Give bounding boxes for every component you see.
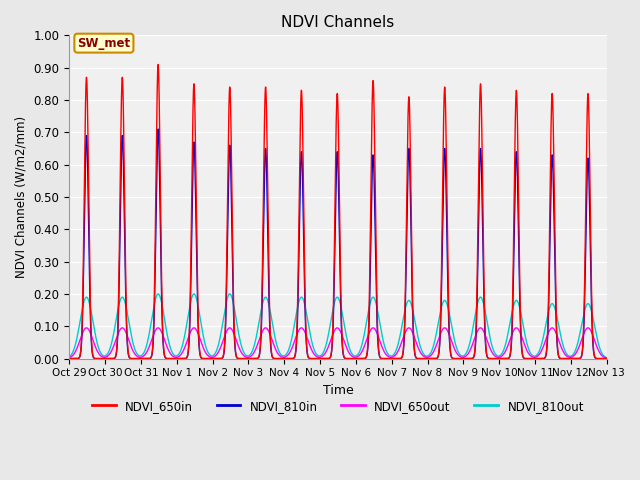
NDVI_650out xyxy=(574,346,582,352)
NDVI_650in xyxy=(68,356,76,361)
NDVI_810in xyxy=(68,356,76,361)
NDVI_810out xyxy=(88,311,95,316)
NDVI_650in xyxy=(328,342,336,348)
NDVI_810in xyxy=(97,356,105,361)
X-axis label: Time: Time xyxy=(323,384,353,397)
NDVI_810in xyxy=(88,342,95,348)
Line: NDVI_650out: NDVI_650out xyxy=(69,328,607,358)
NDVI_810in xyxy=(574,356,582,361)
Y-axis label: NDVI Channels (W/m2/mm): NDVI Channels (W/m2/mm) xyxy=(15,116,28,278)
NDVI_650out xyxy=(603,355,611,361)
NDVI_810out xyxy=(171,352,179,358)
NDVI_650out xyxy=(171,354,179,360)
NDVI_650in xyxy=(65,356,73,361)
NDVI_810out xyxy=(68,351,76,357)
Legend: NDVI_650in, NDVI_810in, NDVI_650out, NDVI_810out: NDVI_650in, NDVI_810in, NDVI_650out, NDV… xyxy=(87,395,589,417)
Line: NDVI_810out: NDVI_810out xyxy=(69,294,607,358)
NDVI_810out xyxy=(603,355,611,360)
Text: SW_met: SW_met xyxy=(77,36,131,49)
NDVI_650in xyxy=(154,61,162,67)
NDVI_650in xyxy=(171,356,179,361)
NDVI_810out xyxy=(65,354,73,360)
NDVI_650out xyxy=(328,334,336,339)
NDVI_650out xyxy=(97,353,105,359)
NDVI_650out xyxy=(65,355,73,360)
NDVI_650out xyxy=(88,333,95,339)
NDVI_650in xyxy=(97,356,105,361)
NDVI_810in xyxy=(603,356,611,361)
NDVI_810in xyxy=(154,126,162,132)
Title: NDVI Channels: NDVI Channels xyxy=(282,15,395,30)
NDVI_650in xyxy=(574,356,582,361)
Line: NDVI_810in: NDVI_810in xyxy=(69,129,607,359)
NDVI_810out xyxy=(574,338,582,344)
NDVI_810out xyxy=(154,291,162,297)
NDVI_810out xyxy=(328,312,336,317)
NDVI_810in xyxy=(171,356,179,361)
NDVI_810in xyxy=(65,356,73,361)
NDVI_650out xyxy=(68,353,76,359)
NDVI_810in xyxy=(328,345,336,351)
Line: NDVI_650in: NDVI_650in xyxy=(69,64,607,359)
NDVI_650out xyxy=(262,325,269,331)
NDVI_810out xyxy=(97,351,105,357)
NDVI_650in xyxy=(603,356,611,361)
NDVI_650in xyxy=(88,338,95,344)
